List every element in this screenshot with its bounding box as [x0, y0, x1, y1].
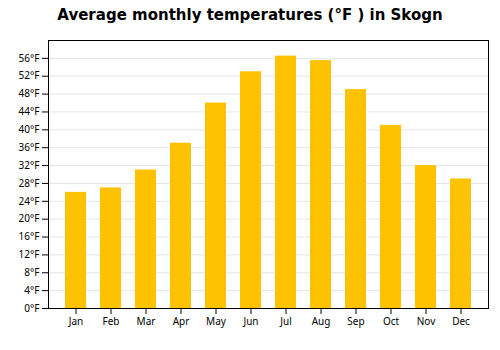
svg-text:Sep: Sep [347, 314, 364, 328]
svg-text:8°F: 8°F [24, 265, 39, 279]
svg-text:Oct: Oct [383, 314, 400, 328]
svg-text:40°F: 40°F [19, 122, 40, 136]
svg-text:Aug: Aug [312, 314, 331, 328]
svg-text:Nov: Nov [417, 314, 436, 328]
svg-text:24°F: 24°F [19, 194, 40, 208]
svg-text:Jul: Jul [279, 314, 292, 328]
svg-text:36°F: 36°F [19, 140, 40, 154]
html-text:Average monthly temperatures (: Average monthly temperatures (°F ) in Sk… [57, 6, 443, 24]
svg-text:52°F: 52°F [19, 68, 40, 82]
svg-text:Mar: Mar [137, 314, 156, 328]
svg-text:Dec: Dec [452, 314, 470, 328]
svg-text:Apr: Apr [173, 314, 190, 328]
svg-text:Jun: Jun [242, 314, 258, 328]
svg-text:Jan: Jan [68, 314, 84, 328]
svg-text:56°F: 56°F [19, 51, 40, 65]
svg-text:Feb: Feb [103, 314, 120, 328]
svg-text:20°F: 20°F [19, 211, 40, 225]
svg-text:0°F: 0°F [24, 301, 39, 315]
svg-text:28°F: 28°F [19, 176, 40, 190]
svg-text:May: May [206, 314, 227, 328]
svg-text:44°F: 44°F [19, 104, 40, 118]
svg-text:32°F: 32°F [19, 158, 40, 172]
svg-text:48°F: 48°F [19, 86, 40, 100]
svg-text:4°F: 4°F [24, 283, 39, 297]
svg-text:16°F: 16°F [19, 229, 40, 243]
svg-text:12°F: 12°F [19, 247, 40, 261]
